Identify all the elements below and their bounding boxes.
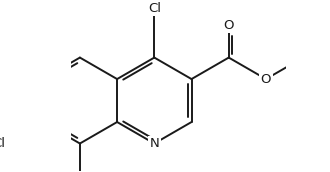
Text: Cl: Cl — [148, 2, 161, 15]
Text: O: O — [223, 19, 234, 32]
Text: O: O — [261, 73, 271, 85]
Text: Cl: Cl — [0, 137, 6, 150]
Text: N: N — [149, 137, 159, 150]
